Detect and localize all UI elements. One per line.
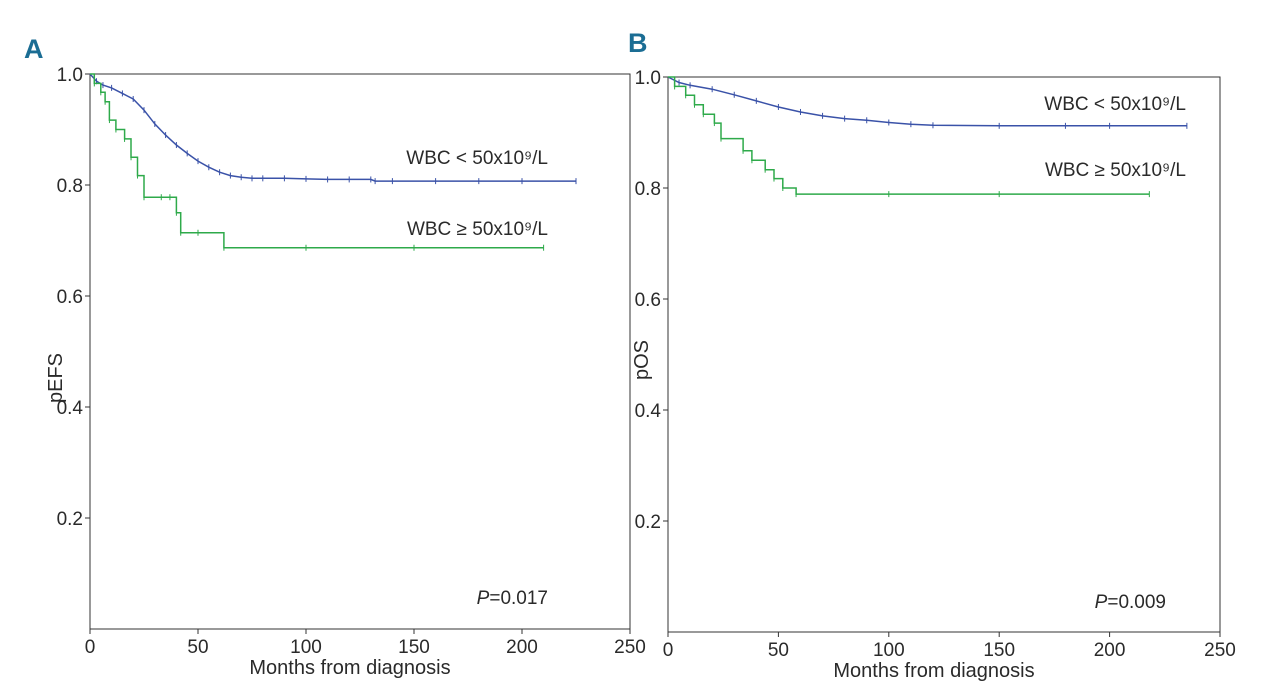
panel-a-y-tick-label: 0.2 [57,509,83,530]
panel-a-letter: A [24,34,44,64]
panel-b-y-tick-label: 0.8 [635,179,661,200]
panel-a-x-tick-label: 150 [398,637,430,658]
panel-a-x-tick-label: 200 [506,637,538,658]
panel-a-y-tick-label: 0.4 [57,398,84,419]
panel-a-p-symbol: P [477,588,490,609]
panel-a-x-tick-label: 100 [290,637,322,658]
panel-b-x-axis-title: Months from diagnosis [833,660,1034,682]
panel-b-y-tick-label: 1.0 [635,68,661,89]
panel-b-y-tick-label: 0.6 [635,290,661,311]
panel-b-letter: B [628,28,648,58]
panel-b-chart: 0 50 100 150 200 250 0.2 0.4 0.6 0.8 1.0 Months fro… [631,68,1236,682]
panel-b-p-number: =0.009 [1107,592,1166,613]
panel-b-x-tick-label: 200 [1094,640,1126,661]
panel-a-y-tick-label: 0.8 [57,176,83,197]
panel-a-x-tick-label: 250 [614,637,646,658]
panel-b-x-tick-label: 50 [768,640,789,661]
panel-a-wbc-high-legend-label: WBC ≥ 50x10⁹/L [407,219,548,240]
panel-a-x-axis-title: Months from diagnosis [249,657,450,679]
panel-a-plot-frame [89,73,631,630]
panel-a-wbc-low-legend-label: WBC < 50x10⁹/L [406,148,548,169]
panel-b-y-tick-label: 0.2 [635,512,661,533]
panel-b-y-axis-title: pOS [631,340,653,380]
panel-b-plot-frame [667,76,1221,633]
panel-a-y-tick-label: 0.6 [57,287,83,308]
panel-a-x-tick-label: 0 [85,637,96,658]
panel-b-wbc-high-line [668,76,1150,195]
panel-b-x-tick-label: 250 [1204,640,1236,661]
panel-b-p-symbol: P [1095,592,1108,613]
panel-a-chart: 0 50 100 150 200 250 0.2 0.4 0.6 0.8 1.0 Months fro… [45,65,646,679]
panel-a-x-tick-label: 50 [187,637,208,658]
panel-b-x-tick-label: 100 [873,640,905,661]
panel-b-wbc-low-line [667,76,1187,127]
panel-b-x-tick-label: 150 [983,640,1015,661]
panel-b-x-tick-label: 0 [663,640,674,661]
panel-b-wbc-low-legend-label: WBC < 50x10⁹/L [1044,94,1186,115]
panel-b-y-tick-label: 0.4 [635,401,662,422]
panel-a-y-tick-label: 1.0 [57,65,83,86]
panel-a-p-value: P=0.017 [477,588,548,609]
panel-b-wbc-high-legend-label: WBC ≥ 50x10⁹/L [1045,160,1186,181]
panel-a-y-axis-title: pEFS [45,353,67,403]
panel-a-p-number: =0.017 [489,588,548,609]
panel-b-p-value: P=0.009 [1095,592,1166,613]
